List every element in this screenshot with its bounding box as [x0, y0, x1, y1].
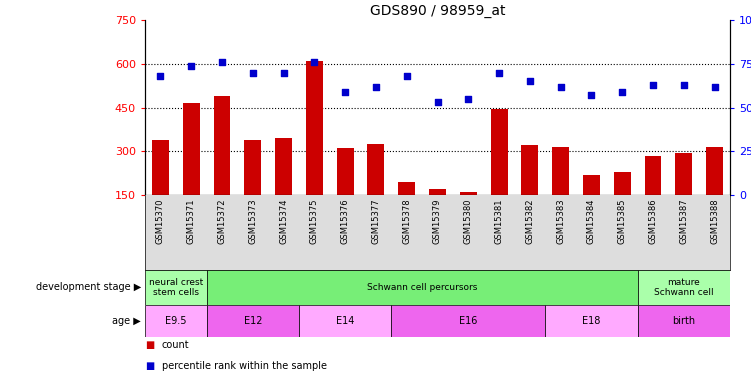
Bar [583, 175, 600, 195]
Bar [152, 140, 169, 195]
Bar [521, 146, 538, 195]
Bar [207, 305, 299, 337]
Bar [244, 140, 261, 195]
Point [678, 82, 690, 88]
Text: GSM15374: GSM15374 [279, 199, 288, 244]
Text: GSM15384: GSM15384 [587, 199, 596, 244]
Point [339, 89, 351, 95]
Point [185, 63, 198, 69]
Text: E9.5: E9.5 [165, 316, 186, 326]
Bar [145, 305, 207, 337]
Bar [391, 305, 545, 337]
Text: GSM15370: GSM15370 [156, 199, 165, 244]
Text: GSM15375: GSM15375 [310, 199, 319, 244]
Bar [675, 153, 692, 195]
Point [155, 73, 167, 79]
Bar [336, 148, 354, 195]
Bar [638, 270, 730, 305]
Text: GSM15379: GSM15379 [433, 199, 442, 244]
Bar [275, 138, 292, 195]
Text: GSM15387: GSM15387 [680, 199, 689, 244]
Text: development stage ▶: development stage ▶ [36, 282, 141, 292]
Text: E14: E14 [336, 316, 354, 326]
Text: percentile rank within the sample: percentile rank within the sample [161, 361, 327, 371]
Bar [644, 156, 662, 195]
Bar [706, 147, 723, 195]
Bar [429, 189, 446, 195]
Point [524, 78, 536, 84]
Point [247, 69, 259, 75]
Bar [638, 305, 730, 337]
Bar [545, 305, 638, 337]
Bar [299, 305, 391, 337]
Text: mature
Schwann cell: mature Schwann cell [654, 278, 713, 297]
Point [309, 59, 321, 65]
Bar [145, 270, 207, 305]
Point [370, 84, 382, 90]
Text: GSM15382: GSM15382 [526, 199, 535, 244]
Bar [398, 182, 415, 195]
Text: GSM15376: GSM15376 [341, 199, 350, 244]
Point [493, 69, 505, 75]
Text: GSM15386: GSM15386 [649, 199, 658, 244]
Text: E12: E12 [243, 316, 262, 326]
Text: E18: E18 [582, 316, 601, 326]
Point [278, 69, 290, 75]
Text: GSM15378: GSM15378 [403, 199, 412, 244]
Text: Schwann cell percursors: Schwann cell percursors [367, 283, 478, 292]
Text: birth: birth [672, 316, 695, 326]
Point [709, 84, 721, 90]
Bar [460, 192, 477, 195]
Text: GSM15383: GSM15383 [556, 199, 566, 244]
Bar [306, 61, 323, 195]
Point [617, 89, 629, 95]
Bar [207, 270, 638, 305]
Point [401, 73, 413, 79]
Point [432, 99, 444, 105]
Text: E16: E16 [459, 316, 478, 326]
Text: count: count [161, 340, 189, 350]
Text: GSM15380: GSM15380 [464, 199, 473, 244]
Text: GSM15388: GSM15388 [710, 199, 719, 244]
Bar [614, 172, 631, 195]
Text: GSM15373: GSM15373 [249, 199, 258, 244]
Text: GSM15371: GSM15371 [187, 199, 196, 244]
Text: GSM15372: GSM15372 [218, 199, 227, 244]
Text: GSM15381: GSM15381 [495, 199, 504, 244]
Title: GDS890 / 98959_at: GDS890 / 98959_at [369, 4, 505, 18]
Point [216, 59, 228, 65]
Point [555, 84, 567, 90]
Text: ■: ■ [145, 340, 154, 350]
Text: GSM15385: GSM15385 [618, 199, 627, 244]
Point [463, 96, 475, 102]
Text: ■: ■ [145, 361, 154, 371]
Point [586, 92, 598, 98]
Text: neural crest
stem cells: neural crest stem cells [149, 278, 203, 297]
Bar [182, 103, 200, 195]
Text: age ▶: age ▶ [113, 316, 141, 326]
Bar [552, 147, 569, 195]
Bar [213, 96, 231, 195]
Point [647, 82, 659, 88]
Bar [490, 109, 508, 195]
Text: GSM15377: GSM15377 [372, 199, 381, 244]
Bar [367, 144, 385, 195]
